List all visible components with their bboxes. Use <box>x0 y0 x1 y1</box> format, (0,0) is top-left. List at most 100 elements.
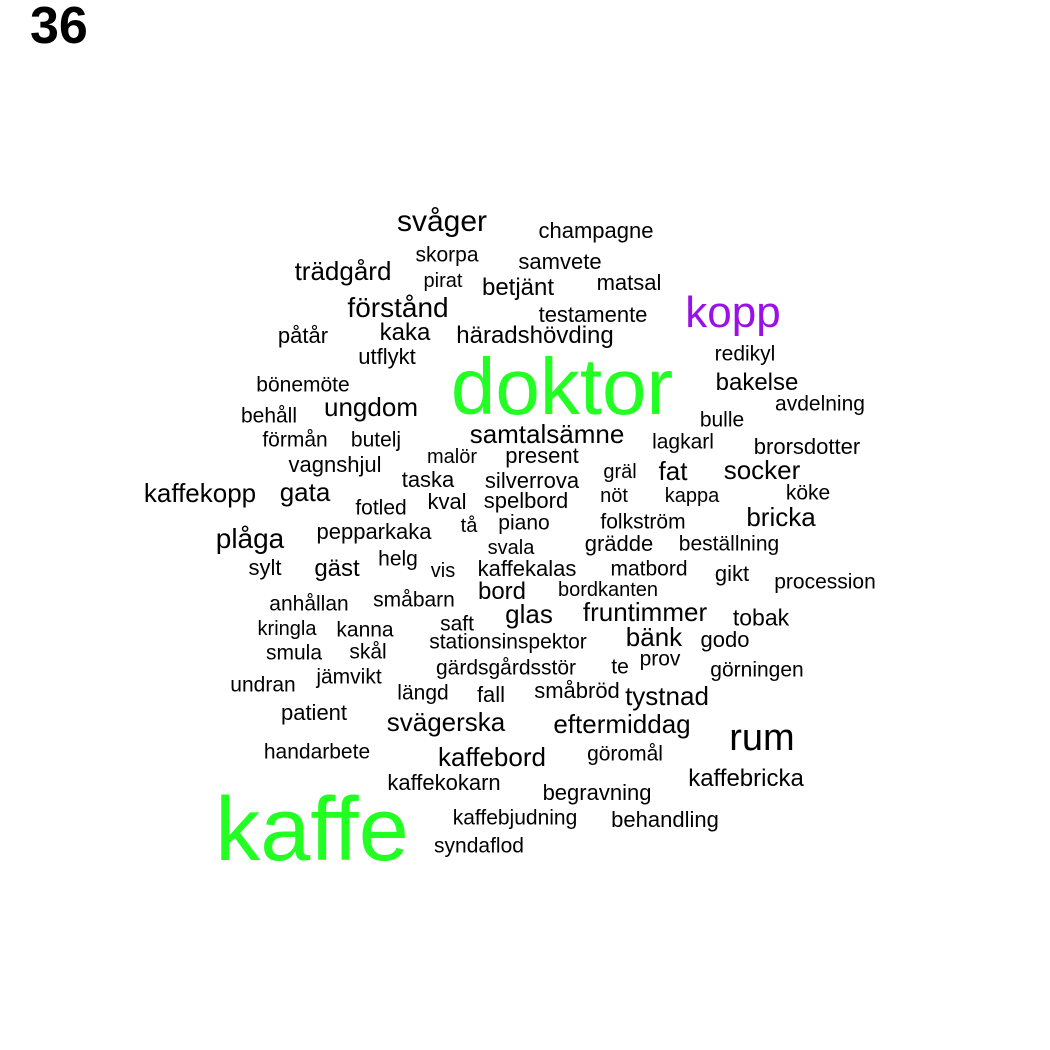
word-jamvikt: jämvikt <box>316 665 382 689</box>
word-eftermiddag: eftermiddag <box>553 709 691 739</box>
word-kaffekokarn: kaffekokarn <box>387 770 501 795</box>
word-begravning: begravning <box>542 780 652 805</box>
word-haradshovding: häradshövding <box>456 322 614 349</box>
word-bakelse: bakelse <box>715 369 799 396</box>
word-not: nöt <box>600 485 628 507</box>
word-bricka: bricka <box>746 502 816 532</box>
word-gral: gräl <box>603 461 637 483</box>
word-gata: gata <box>279 477 331 507</box>
word-svala: svala <box>487 537 535 559</box>
word-spelbord: spelbord <box>483 488 569 513</box>
word-sylt: sylt <box>248 555 282 580</box>
word-vis: vis <box>430 560 456 582</box>
word-ungdom: ungdom <box>324 392 418 422</box>
word-gardsgardsstor: gärdsgårdsstör <box>435 656 577 680</box>
word-skorpa: skorpa <box>415 243 479 267</box>
word-gradde: grädde <box>584 531 654 556</box>
word-folkstrom: folkström <box>600 510 686 534</box>
word-kval: kval <box>427 489 467 514</box>
word-godo: godo <box>700 627 750 652</box>
word-redikyl: redikyl <box>714 342 776 366</box>
word-handarbete: handarbete <box>263 740 371 764</box>
word-kaka: kaka <box>379 319 431 346</box>
word-piano: piano <box>498 511 550 535</box>
word-samvete: samvete <box>518 249 602 274</box>
word-utflykt: utflykt <box>358 344 416 369</box>
word-undran: undran <box>230 673 296 697</box>
word-champagne: champagne <box>538 218 654 243</box>
word-butelj: butelj <box>350 428 402 452</box>
word-saft: saft <box>440 612 474 636</box>
word-fat: fat <box>658 456 688 486</box>
word-smabrod: småbröd <box>534 678 620 703</box>
word-matbord: matbord <box>610 557 688 581</box>
word-kaffebord: kaffebord <box>438 742 546 772</box>
word-bestallning: beställning <box>678 532 780 556</box>
word-svagerska: svägerska <box>386 707 506 737</box>
word-present: present <box>505 443 579 468</box>
word-kaffebjudning: kaffebjudning <box>452 806 578 830</box>
word-kaffekopp: kaffekopp <box>143 478 257 508</box>
word-kaffebricka: kaffebricka <box>688 765 804 792</box>
word-betjant: betjänt <box>481 274 555 301</box>
word-lagkarl: lagkarl <box>652 430 714 454</box>
word-bulle: bulle <box>699 408 745 432</box>
word-forstand: förstånd <box>347 292 449 323</box>
word-bord: bord <box>477 578 527 605</box>
word-prov: prov <box>639 647 681 671</box>
word-taska: taska <box>401 467 455 492</box>
word-gikt: gikt <box>714 561 750 586</box>
word-tradgard: trädgård <box>294 256 392 286</box>
word-gast: gäst <box>314 555 360 582</box>
word-anhallan: anhållan <box>269 592 349 616</box>
word-samtalsamne: samtalsämne <box>469 419 625 449</box>
word-ta: tå <box>460 515 478 537</box>
word-tobak: tobak <box>732 604 790 631</box>
word-fotled: fotled <box>355 496 407 520</box>
word-doktor: doktor <box>450 342 674 431</box>
word-plaga: plåga <box>215 523 285 554</box>
word-kaffekalas: kaffekalas <box>477 556 577 581</box>
word-tystnad: tystnad <box>625 681 709 711</box>
word-langd: längd <box>397 681 449 705</box>
word-matsal: matsal <box>596 270 662 295</box>
word-bonemote: bönemöte <box>256 373 350 397</box>
word-vagnshjul: vagnshjul <box>288 452 382 477</box>
word-kappa: kappa <box>664 485 720 507</box>
word-kaffe: kaffe <box>215 780 409 880</box>
word-behandling: behandling <box>611 807 719 832</box>
word-gorningen: görningen <box>710 658 804 682</box>
word-forman: förmån <box>262 428 328 452</box>
word-avdelning: avdelning <box>775 392 865 416</box>
word-silverrova: silverrova <box>484 468 580 493</box>
word-socker: socker <box>723 455 801 485</box>
word-testamente: testamente <box>538 302 648 327</box>
word-glas: glas <box>505 599 553 629</box>
word-bordkanten: bordkanten <box>557 579 659 601</box>
word-pepparkaka: pepparkaka <box>316 519 432 544</box>
word-goromal: göromål <box>587 742 663 766</box>
word-smula: smula <box>265 641 323 665</box>
word-te: te <box>611 655 629 679</box>
word-patar: påtår <box>277 323 329 348</box>
word-pirat: pirat <box>423 270 463 292</box>
word-bank: bänk <box>625 622 683 652</box>
word-helg: helg <box>378 547 418 571</box>
word-brorsdotter: brorsdotter <box>753 434 861 459</box>
word-smabarn: småbarn <box>373 588 455 612</box>
word-kanna: kanna <box>336 618 394 642</box>
word-stationsinspektor: stationsinspektor <box>429 630 587 654</box>
word-kringla: kringla <box>257 618 317 640</box>
word-skal: skål <box>349 640 387 664</box>
word-fall: fall <box>476 682 506 707</box>
word-fruntimmer: fruntimmer <box>582 597 708 627</box>
word-rum: rum <box>729 717 795 759</box>
word-syndaflod: syndaflod <box>434 834 524 858</box>
word-koke: köke <box>785 481 831 505</box>
word-malor: malör <box>426 446 478 468</box>
word-kopp: kopp <box>685 288 781 337</box>
word-svager: svåger <box>396 205 488 238</box>
page-number: 36 <box>30 0 88 55</box>
word-behall: behåll <box>240 404 298 428</box>
